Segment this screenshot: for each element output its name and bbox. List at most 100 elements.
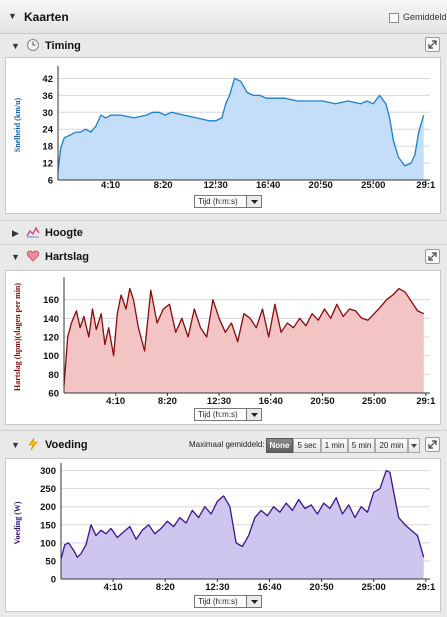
x-tick-label: 16:40	[259, 396, 283, 407]
x-tick-label: 29:1	[416, 180, 436, 191]
power-x-axis-select-value: Tijd (h:m:s)	[198, 597, 238, 606]
y-tick-label: 200	[40, 502, 56, 513]
x-tick-label: 8:20	[158, 396, 177, 407]
cards-header: ▼ Kaarten Gemiddeld	[0, 0, 447, 34]
x-tick-label: 29:1	[416, 582, 436, 593]
average-checkbox[interactable]	[389, 13, 399, 23]
smoothing-label: Maximaal gemiddeld:	[189, 440, 265, 449]
speed-x-axis-select-value: Tijd (h:m:s)	[198, 197, 238, 206]
y-tick-label: 140	[43, 314, 59, 325]
y-tick-label: 100	[43, 351, 59, 362]
heart-rate-x-axis-select-value: Tijd (h:m:s)	[198, 410, 238, 419]
expand-icon[interactable]	[425, 249, 440, 264]
x-tick-label: 12:30	[205, 582, 229, 593]
x-tick-label: 12:30	[203, 180, 227, 191]
power-chart-panel: 0 50 100 150 200 250 300 4:10 8:20 12:30 16:40 20:5…	[5, 458, 441, 612]
y-tick-label: 160	[43, 295, 59, 306]
power-x-axis-select[interactable]: Tijd (h:m:s)	[194, 595, 262, 608]
y-tick-label: 120	[43, 333, 59, 344]
divider	[0, 244, 447, 245]
divider	[0, 220, 447, 221]
smoothing-option-5-sec[interactable]: 5 sec	[293, 438, 321, 453]
timing-section-header: ▼ Timing	[0, 34, 447, 62]
hartslag-title: Hartslag	[45, 251, 90, 263]
collapse-triangle-icon[interactable]: ▼	[11, 252, 20, 262]
smoothing-option-20-min[interactable]: 20 min	[375, 438, 408, 453]
divider	[0, 430, 447, 431]
x-tick-label: 29:1	[416, 396, 436, 407]
x-tick-label: 25:00	[362, 396, 386, 407]
chevron-down-icon	[246, 196, 261, 207]
y-tick-label: 36	[42, 91, 53, 102]
y-tick-label: 12	[42, 159, 53, 170]
heart-icon	[26, 250, 40, 262]
series-area	[58, 78, 424, 180]
smoothing-option-1-min[interactable]: 1 min	[321, 438, 348, 453]
y-tick-label: 6	[48, 176, 53, 187]
x-tick-label: 12:30	[207, 396, 231, 407]
x-tick-label: 20:50	[310, 396, 334, 407]
clock-icon	[27, 39, 39, 51]
timing-title: Timing	[45, 40, 81, 52]
y-tick-label: 100	[40, 538, 56, 549]
collapse-triangle-icon[interactable]: ▼	[11, 41, 20, 51]
series-line	[63, 287, 425, 386]
x-tick-label: 8:20	[154, 180, 173, 191]
x-tick-label: 20:50	[309, 582, 333, 593]
x-tick-label: 4:10	[104, 582, 123, 593]
series-area	[61, 470, 424, 579]
elevation-icon	[26, 226, 40, 238]
x-tick-label: 25:00	[362, 582, 386, 593]
series-area	[64, 288, 424, 393]
smoothing-option-5-min[interactable]: 5 min	[348, 438, 375, 453]
speed-chart: 6 12 18 24 30 36 42 4:10 8:20 12:30 16:40 20:50 25:0…	[13, 66, 436, 191]
x-tick-label: 20:50	[309, 180, 333, 191]
hartslag-section-header: ▼ Hartslag	[0, 245, 447, 273]
smoothing-option-none[interactable]: None	[266, 438, 293, 453]
collapse-triangle-icon[interactable]: ▼	[11, 440, 20, 450]
smoothing-dropdown-button[interactable]	[408, 438, 420, 453]
chevron-down-icon	[246, 409, 261, 420]
series-line	[57, 77, 425, 172]
y-tick-label: 24	[42, 125, 53, 136]
y-tick-label: 150	[40, 520, 56, 531]
speed-x-axis-select[interactable]: Tijd (h:m:s)	[194, 195, 262, 208]
heart-rate-chart: 60 80 100 120 140 160 4:10 8:20 12:30 16:40 20:50 2…	[13, 277, 436, 407]
x-tick-label: 16:40	[257, 582, 281, 593]
x-tick-label: 16:40	[256, 180, 280, 191]
expand-icon[interactable]	[425, 37, 440, 52]
voeding-section-header: ▼ Voeding Maximaal gemiddeld:	[0, 431, 447, 459]
y-axis-title: Hartslag (hpm)(slagen per min)	[13, 283, 22, 391]
y-tick-label: 300	[40, 466, 56, 477]
x-tick-label: 4:10	[101, 180, 120, 191]
y-tick-label: 80	[48, 370, 59, 381]
expand-icon[interactable]	[425, 437, 440, 452]
lightning-icon	[28, 437, 38, 451]
heart-rate-chart-panel: 60 80 100 120 140 160 4:10 8:20 12:30 16:40 20:50 2…	[5, 270, 441, 425]
expand-triangle-icon[interactable]: ▶	[12, 228, 19, 238]
y-tick-label: 30	[42, 108, 53, 119]
x-tick-label: 8:20	[156, 582, 175, 593]
y-axis-title: Snelheid (km/u)	[13, 97, 22, 152]
y-tick-label: 50	[45, 556, 56, 567]
y-tick-label: 250	[40, 484, 56, 495]
hoogte-title: Hoogte	[45, 227, 83, 239]
average-checkbox-label: Gemiddeld	[403, 12, 447, 22]
y-axis-title: Voeding (W)	[13, 501, 22, 544]
speed-chart-panel: 6 12 18 24 30 36 42 4:10 8:20 12:30 16:40 20:50 25:0…	[5, 57, 441, 214]
y-tick-label: 42	[42, 74, 53, 85]
voeding-title: Voeding	[45, 439, 88, 451]
hoogte-section-header: ▶ Hoogte	[0, 221, 447, 249]
y-tick-label: 18	[42, 142, 53, 153]
x-tick-label: 4:10	[106, 396, 125, 407]
collapse-triangle-icon[interactable]: ▼	[8, 11, 17, 21]
y-tick-label: 0	[51, 575, 56, 586]
cards-title: Kaarten	[24, 10, 69, 24]
heart-rate-x-axis-select[interactable]: Tijd (h:m:s)	[194, 408, 262, 421]
chevron-down-icon	[246, 596, 261, 607]
power-chart: 0 50 100 150 200 250 300 4:10 8:20 12:30 16:40 20:5…	[13, 463, 436, 593]
y-tick-label: 60	[48, 389, 59, 400]
x-tick-label: 25:00	[361, 180, 385, 191]
series-line	[60, 469, 425, 560]
